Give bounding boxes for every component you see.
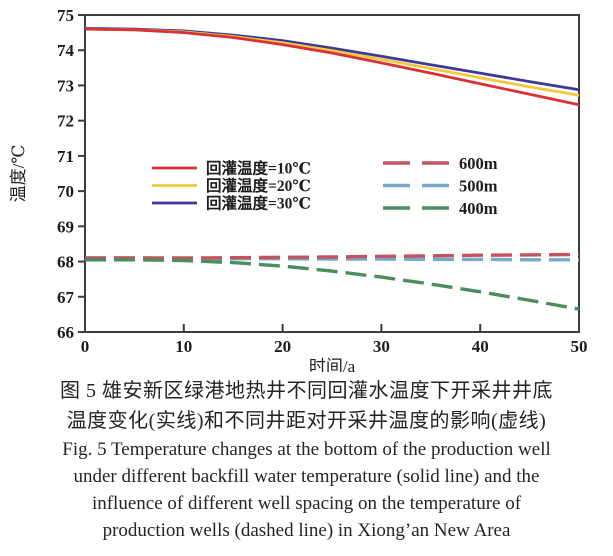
legend-dashed-label: 500m xyxy=(459,177,498,196)
y-axis-label: 温度/℃ xyxy=(9,145,28,203)
y-tick-label: 69 xyxy=(57,217,74,236)
y-tick-label: 71 xyxy=(57,147,74,166)
legend-solid-label: 回灌温度=10℃ xyxy=(206,159,311,178)
y-tick-label: 68 xyxy=(57,253,74,272)
caption-zh-line1: 图 5 雄安新区绿港地热井不同回灌水温度下开采井井底 xyxy=(60,380,553,402)
series-line-6 xyxy=(85,258,580,311)
figure-caption: 图 5 雄安新区绿港地热井不同回灌水温度下开采井井底 温度变化(实线)和不同井距… xyxy=(0,376,613,544)
x-tick-label: 40 xyxy=(472,337,489,356)
series-line-2 xyxy=(84,27,580,97)
series-line-5 xyxy=(85,256,579,262)
legend-dashed-label: 600m xyxy=(459,154,498,173)
x-tick-label: 20 xyxy=(274,337,291,356)
chart-canvas: 66 67 68 69 70 71 72 73 74 75 0 10 20 30 40 50 时间/a 温度/℃ 回… xyxy=(9,6,588,376)
y-tick-label: 66 xyxy=(57,323,74,342)
series-line-4 xyxy=(85,252,580,260)
y-tick-label: 73 xyxy=(57,76,74,95)
x-tick-label: 30 xyxy=(373,337,390,356)
x-axis-label: 时间/a xyxy=(309,357,356,372)
y-tick-label: 74 xyxy=(57,41,75,60)
legend-dashed-label: 400m xyxy=(459,199,498,218)
y-tick-label: 72 xyxy=(57,112,74,131)
series-line-1 xyxy=(84,27,580,107)
caption-en-line1: Fig. 5 Temperature changes at the bottom… xyxy=(62,439,551,460)
x-tick-label: 10 xyxy=(175,337,192,356)
x-tick-label: 50 xyxy=(571,337,588,356)
legend-solid-label: 回灌温度=30℃ xyxy=(206,194,311,213)
legend-solid-label: 回灌温度=20℃ xyxy=(206,176,311,195)
y-tick-label: 75 xyxy=(57,6,74,25)
caption-zh-line2: 温度变化(实线)和不同井距对开采井温度的影响(虚线) xyxy=(66,410,547,432)
series-line-3 xyxy=(84,27,580,92)
plot-border xyxy=(84,14,580,333)
y-tick-label: 67 xyxy=(57,288,75,307)
x-tick-label: 0 xyxy=(81,337,90,356)
y-tick-label: 70 xyxy=(57,182,74,201)
caption-en-line3: influence of different well spacing on t… xyxy=(91,493,522,514)
caption-en-line4: production wells (dashed line) in Xiong’… xyxy=(102,520,511,541)
caption-en-line2: under different backfill water temperatu… xyxy=(73,466,540,487)
temperature-line-chart: 66 67 68 69 70 71 72 73 74 75 0 10 20 30 40 50 时间/a 温度/℃ 回… xyxy=(9,6,588,376)
